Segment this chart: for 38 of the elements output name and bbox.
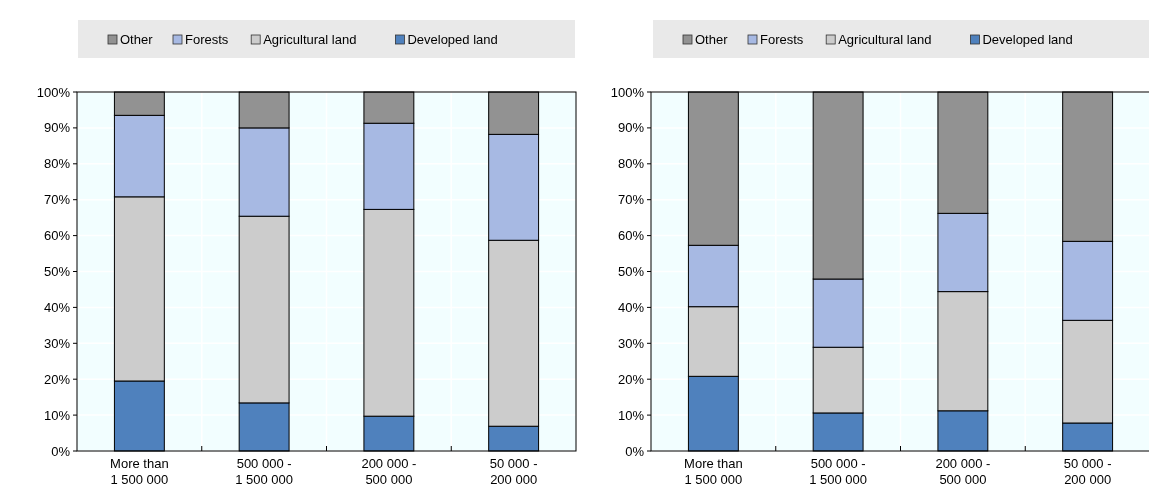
y-tick-label: 20% xyxy=(617,371,645,387)
y-tick-label: 50% xyxy=(43,264,71,280)
y-tick-label: 40% xyxy=(43,299,71,315)
y-tick-label: 80% xyxy=(617,156,645,172)
x-tick-label: 500 000 - 1 500 000 xyxy=(809,456,868,487)
x-tick-label: 50 000 - 200 000 xyxy=(1063,456,1112,487)
y-tick-label: 80% xyxy=(43,156,71,172)
x-tick-label: 200 000 - 500 000 xyxy=(935,456,991,487)
y-tick-label: 40% xyxy=(617,299,645,315)
y-tick-label: 20% xyxy=(43,371,71,387)
legend-label: Forests xyxy=(185,32,229,47)
x-tick-label: More than 1 500 000 xyxy=(684,456,743,487)
legend-label: Agricultural land xyxy=(838,32,932,47)
y-tick-label: 100% xyxy=(610,84,645,100)
legend-label: Developed land xyxy=(407,32,498,47)
x-tick-label: 500 000 - 1 500 000 xyxy=(235,456,294,487)
legend-label: Other xyxy=(120,32,154,47)
y-tick-label: 0% xyxy=(625,443,645,459)
y-tick-label: 90% xyxy=(617,120,645,136)
legend-label: Developed land xyxy=(982,32,1073,47)
legend-label: Agricultural land xyxy=(263,32,357,47)
y-tick-label: 100% xyxy=(36,84,71,100)
x-tick-label: More than 1 500 000 xyxy=(110,456,169,487)
y-tick-label: 50% xyxy=(617,264,645,280)
x-tick-label: 200 000 - 500 000 xyxy=(361,456,417,487)
legend-label: Other xyxy=(695,32,729,47)
y-tick-label: 60% xyxy=(43,228,71,244)
y-tick-label: 90% xyxy=(43,120,71,136)
y-tick-label: 30% xyxy=(43,335,71,351)
y-tick-label: 10% xyxy=(617,407,645,423)
y-tick-label: 60% xyxy=(617,228,645,244)
y-tick-label: 70% xyxy=(43,192,71,208)
x-tick-label: 50 000 - 200 000 xyxy=(489,456,538,487)
y-tick-label: 0% xyxy=(51,443,71,459)
y-tick-label: 30% xyxy=(617,335,645,351)
y-tick-label: 10% xyxy=(43,407,71,423)
y-tick-label: 70% xyxy=(617,192,645,208)
legend-label: Forests xyxy=(760,32,804,47)
